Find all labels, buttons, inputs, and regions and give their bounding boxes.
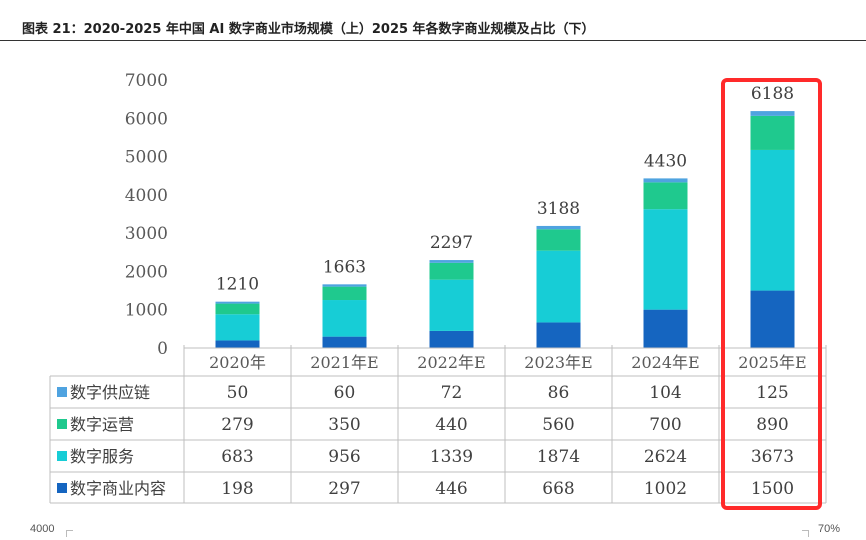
bar-segment <box>322 336 367 348</box>
table-cell-value: 440 <box>435 415 467 435</box>
table-cell-value: 1339 <box>430 447 473 467</box>
table-cell-value: 60 <box>334 383 356 403</box>
title-divider <box>0 40 866 41</box>
y-tick-label: 3000 <box>125 224 168 244</box>
bar-segment <box>322 286 367 301</box>
bar-segment <box>643 309 688 348</box>
legend-swatch <box>57 483 67 493</box>
table-cell-value: 1874 <box>537 447 580 467</box>
bar-segment <box>643 178 688 183</box>
legend-label: 数字商业内容 <box>70 479 166 498</box>
y-tick-label: 1000 <box>125 301 168 321</box>
table-cell-value: 956 <box>328 447 360 467</box>
bar-segment <box>429 330 474 348</box>
bar-segment <box>536 225 581 230</box>
highlight-box <box>721 78 822 510</box>
table-cell-value: 560 <box>542 415 574 435</box>
table-cell-value: 2624 <box>644 447 687 467</box>
bar-total-label: 1663 <box>323 257 366 277</box>
bar-segment <box>429 279 474 331</box>
table-cell-value: 1500 <box>751 479 794 499</box>
table-cell-value: 86 <box>548 383 570 403</box>
x-category-label: 2025年E <box>738 353 806 372</box>
table-cell-value: 683 <box>221 447 253 467</box>
bar-total-label: 6188 <box>751 84 794 104</box>
legend-label: 数字服务 <box>70 447 134 466</box>
bar-total-label: 4430 <box>644 151 687 171</box>
bar-segment <box>643 209 688 310</box>
y-tick-label: 2000 <box>125 262 168 282</box>
bar-segment <box>536 322 581 348</box>
bar-segment <box>215 301 260 304</box>
table-cell-value: 50 <box>227 383 249 403</box>
table-cell-value: 297 <box>328 479 360 499</box>
footer-corner-mark-right <box>802 530 809 537</box>
bar-segment <box>750 290 795 348</box>
y-tick-label: 0 <box>157 339 168 359</box>
bar-segment <box>536 250 581 323</box>
bar-segment <box>215 303 260 315</box>
x-category-label: 2021年E <box>310 353 378 372</box>
bar-segment <box>429 260 474 263</box>
bar-segment <box>215 314 260 341</box>
bar-total-label: 1210 <box>216 275 259 295</box>
x-category-label: 2023年E <box>524 353 592 372</box>
y-tick-label: 5000 <box>125 148 168 168</box>
legend-label: 数字供应链 <box>70 383 150 402</box>
bar-segment <box>215 340 260 348</box>
bar-segment <box>322 284 367 287</box>
table-cell-value: 72 <box>441 383 463 403</box>
bar-segment <box>322 300 367 337</box>
table-cell-value: 125 <box>756 383 788 403</box>
bar-total-label: 2297 <box>430 233 473 253</box>
table-cell-value: 446 <box>435 479 467 499</box>
x-category-label: 2020年 <box>209 353 266 372</box>
legend-swatch <box>57 451 67 461</box>
table-cell-value: 350 <box>328 415 360 435</box>
y-tick-label: 7000 <box>125 71 168 91</box>
footer-right-value: 70% <box>818 523 841 535</box>
table-cell-value: 104 <box>649 383 681 403</box>
bar-segment <box>750 149 795 291</box>
bar-segment <box>750 111 795 116</box>
legend-label: 数字运营 <box>70 415 134 434</box>
y-tick-label: 4000 <box>125 186 168 206</box>
table-cell-value: 668 <box>542 479 574 499</box>
table-cell-value: 198 <box>221 479 253 499</box>
stacked-bar-chart: 0 1000 2000 3000 4000 5000 6000 7000 1210 1663 229… <box>49 71 827 510</box>
legend-swatch <box>57 419 67 429</box>
bar-segment <box>643 182 688 210</box>
footer-left-value: 4000 <box>30 523 55 535</box>
bar-total-label: 3188 <box>537 199 580 219</box>
table-cell-value: 279 <box>221 415 253 435</box>
x-category-label: 2022年E <box>417 353 485 372</box>
x-category-label: 2024年E <box>631 353 699 372</box>
table-cell-value: 700 <box>649 415 681 435</box>
footer-corner-mark-left <box>66 530 73 537</box>
bar-segment <box>536 229 581 251</box>
y-tick-label: 6000 <box>125 109 168 129</box>
table-cell-value: 1002 <box>644 479 687 499</box>
table-cell-value: 3673 <box>751 447 794 467</box>
figure-title: 图表 21：2020-2025 年中国 AI 数字商业市场规模（上）2025 年… <box>22 22 595 37</box>
table-cell-value: 890 <box>756 415 788 435</box>
legend-swatch <box>57 387 67 397</box>
bar-segment <box>429 262 474 280</box>
bar-segment <box>750 115 795 150</box>
